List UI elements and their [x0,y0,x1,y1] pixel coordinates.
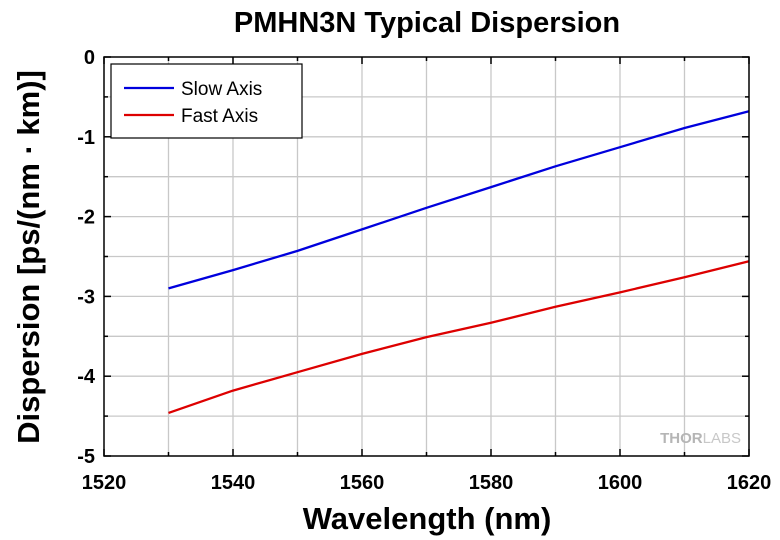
y-tick-labels: 0 -1 -2 -3 -4 -5 [77,47,96,468]
x-tick-labels: 1520 1540 1560 1580 1600 1620 [82,472,772,494]
y-tick-label: -5 [77,446,95,468]
watermark-thor: THOR [660,430,703,447]
y-tick-label: -4 [77,366,96,388]
series-lines [168,110,750,414]
legend-label-slow-axis: Slow Axis [181,79,262,100]
chart-title: PMHN3N Typical Dispersion [234,7,620,39]
x-tick-label: 1580 [469,472,514,494]
x-tick-label: 1600 [598,472,643,494]
y-tick-label: -2 [77,207,95,229]
x-tick-label: 1540 [211,472,256,494]
y-tick-label: 0 [84,47,95,69]
legend-label-fast-axis: Fast Axis [181,106,258,127]
watermark-logo: THORLABS [660,430,741,447]
axis-ticks [103,56,750,457]
x-tick-label: 1520 [82,472,127,494]
legend-box [110,63,303,139]
svg-text:THORLABS: THORLABS [660,430,741,447]
legend: Slow Axis Fast Axis [110,63,303,139]
x-tick-label: 1560 [340,472,385,494]
watermark-labs: LABS [703,430,741,447]
x-tick-label: 1620 [727,472,772,494]
y-tick-label: -1 [77,127,95,149]
y-axis-title: Dispersion [ps/(nm · km)] [11,70,46,444]
grid [104,57,749,456]
x-axis-title: Wavelength (nm) [303,501,552,536]
series-line-fast-axis [168,260,750,414]
y-tick-label: -3 [77,286,95,308]
series-line-slow-axis [168,110,750,290]
